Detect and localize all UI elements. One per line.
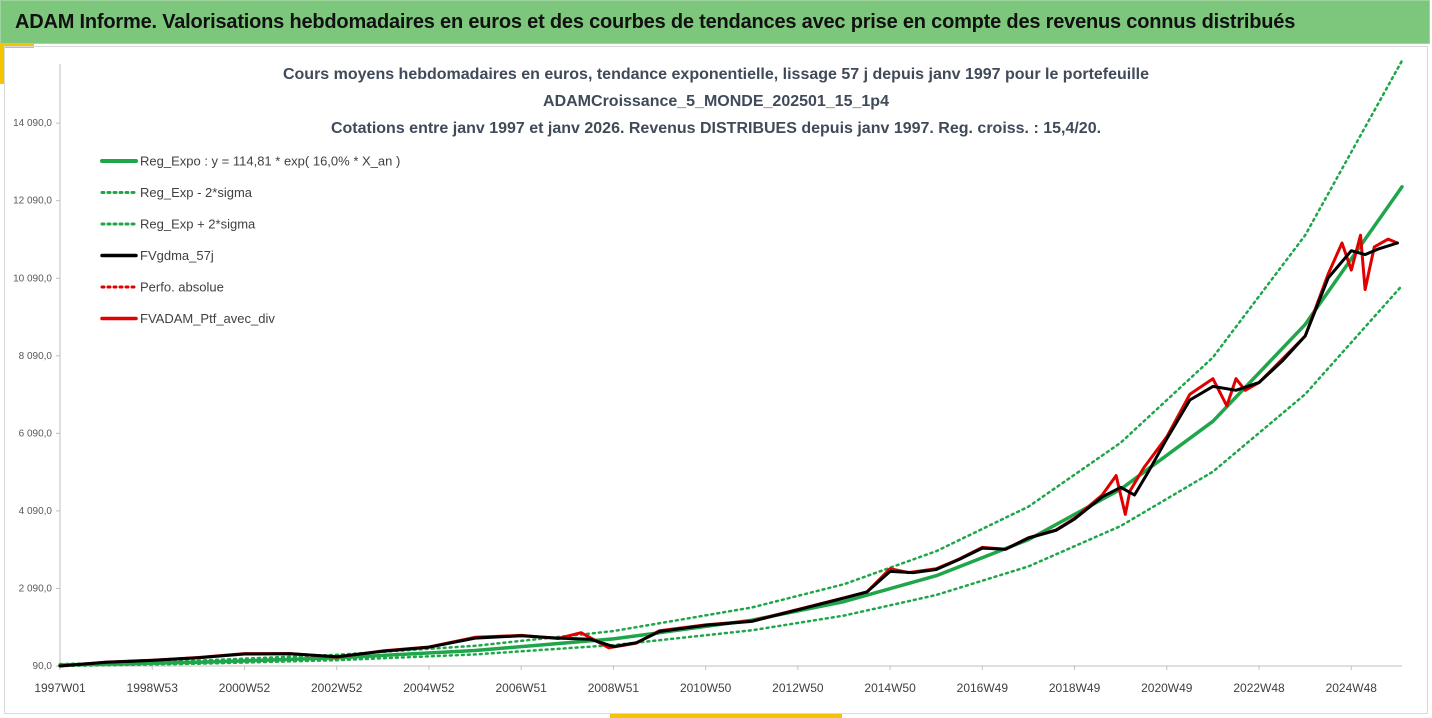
x-tick-label: 1998W53 [127,681,179,695]
x-tick-label: 2008W51 [588,681,640,695]
y-tick-label: 14 090,0 [13,118,52,129]
x-tick-label: 2022W48 [1233,681,1285,695]
legend-label-perfo: Perfo. absolue [140,280,224,295]
accent-bar-bottom [610,714,842,718]
x-tick-label: 2010W50 [680,681,732,695]
accent-bar-left [0,44,4,84]
x-tick-label: 2004W52 [403,681,455,695]
x-tick-label: 2000W52 [219,681,271,695]
y-tick-label: 6 090,0 [19,428,53,439]
chart-title-line-2: ADAMCroissance_5_MONDE_202501_15_1p4 [543,93,889,110]
chart-frame [4,46,1428,714]
x-tick-label: 2020W49 [1141,681,1193,695]
series-sigma-plus [58,59,1404,666]
legend-label-reg-expo: Reg_Expo : y = 114,81 * exp( 16,0% * X_a… [140,154,400,169]
x-tick-label: 1997W01 [34,681,86,695]
x-tick-label: 2018W49 [1049,681,1101,695]
y-tick-label: 2 090,0 [19,583,53,594]
chart-title-line-3: Cotations entre janv 1997 et janv 2026. … [330,120,1102,137]
y-tick-label: 12 090,0 [13,196,52,207]
y-tick-label: 4 090,0 [19,506,53,517]
series-sigma-minus [58,284,1404,668]
legend-label-sigma-minus: Reg_Exp - 2*sigma [140,185,253,200]
legend-label-ptf: FVADAM_Ptf_avec_div [140,311,275,326]
y-tick-label: 10 090,0 [13,273,52,284]
series-fvgdma [58,241,1399,668]
page-title: ADAM Informe. Valorisations hebdomadaire… [15,11,1296,33]
x-tick-label: 2002W52 [311,681,363,695]
legend-label-fvgdma: FVgdma_57j [140,248,214,263]
x-tick-label: 2014W50 [864,681,916,695]
x-tick-label: 2012W50 [772,681,824,695]
series-ptf [58,233,1399,668]
y-tick-label: 8 090,0 [19,351,53,362]
legend-label-sigma-plus: Reg_Exp + 2*sigma [140,217,256,232]
header-banner: ADAM Informe. Valorisations hebdomadaire… [0,0,1430,44]
chart-title-line-1: Cours moyens hebdomadaires en euros, ten… [282,66,1150,83]
x-tick-label: 2024W48 [1326,681,1378,695]
x-tick-label: 2006W51 [495,681,547,695]
y-tick-label: 90,0 [33,661,53,672]
x-tick-label: 2016W49 [957,681,1009,695]
series-reg-expo [58,185,1404,667]
